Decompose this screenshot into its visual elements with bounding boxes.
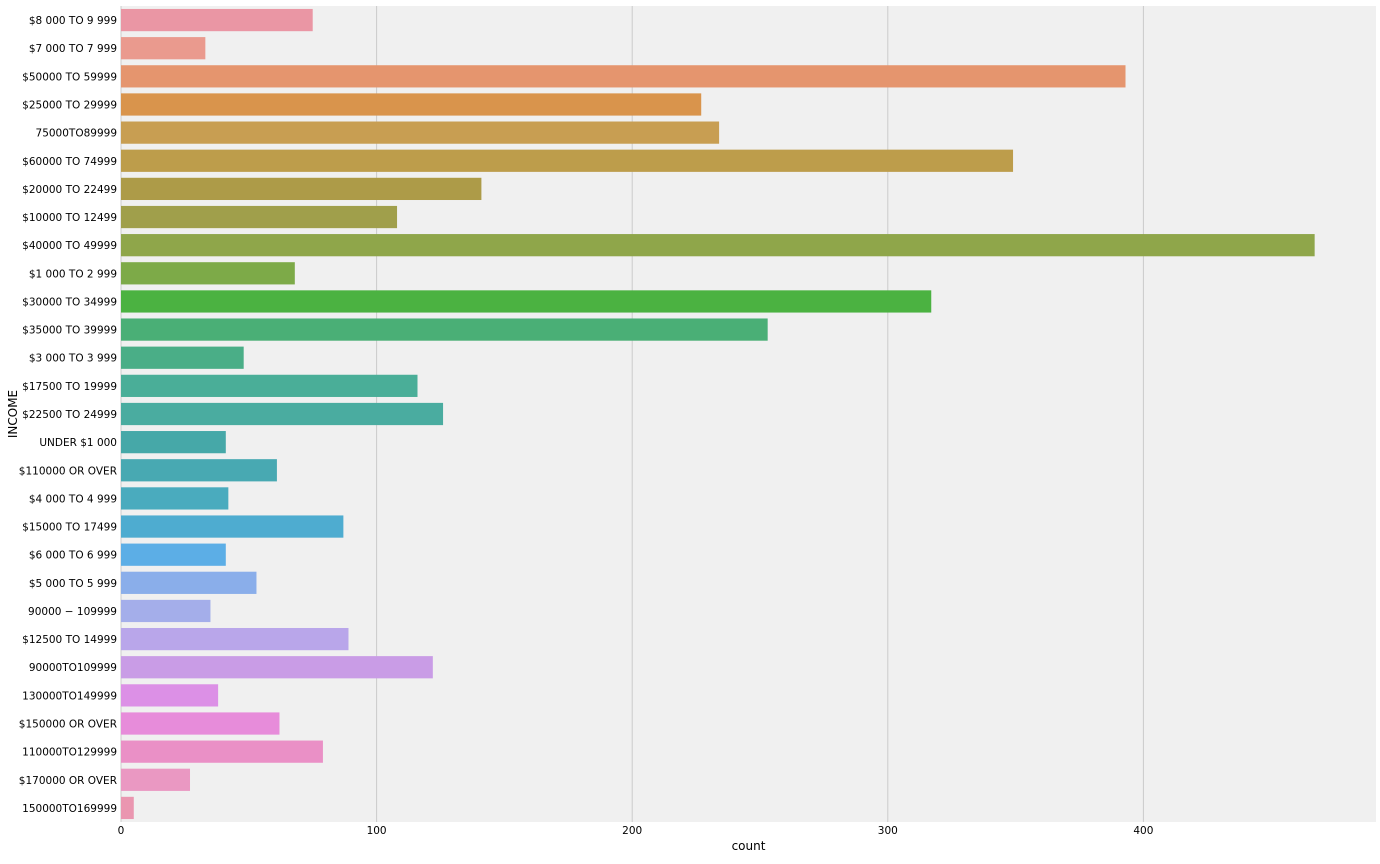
y-tick-label: 90000TO109999: [29, 662, 117, 674]
bar: [121, 402, 444, 426]
bars: [121, 8, 1315, 820]
bar: [121, 37, 206, 60]
y-tick-label: $22500 TO 24999: [22, 409, 117, 421]
bar: [121, 205, 398, 229]
y-tick-label: 130000TO149999: [22, 690, 117, 702]
bar: [121, 796, 134, 820]
y-tick-label: $1 000 TO 2 999: [29, 268, 117, 280]
bar: [121, 487, 229, 510]
y-tick-label: $20000 TO 22499: [22, 184, 117, 196]
y-tick-label: 150000TO169999: [22, 803, 117, 815]
bar: [121, 177, 482, 201]
bar: [121, 599, 211, 623]
y-tick-label: $10000 TO 12499: [22, 212, 117, 224]
x-tick-label: 300: [878, 825, 898, 837]
bar: [121, 93, 702, 116]
y-tick-label: $35000 TO 39999: [22, 325, 117, 337]
x-tick-label: 200: [622, 825, 642, 837]
bar: [121, 656, 433, 679]
y-tick-label: $110000 OR OVER: [19, 465, 117, 477]
y-tick-label: 110000TO129999: [22, 747, 117, 759]
bar: [121, 571, 257, 594]
y-tick-label: $30000 TO 34999: [22, 296, 117, 308]
y-tick-label: $60000 TO 74999: [22, 156, 117, 168]
x-tick-labels: 0 100 200 300 400: [118, 825, 1154, 837]
y-tick-label: $25000 TO 29999: [22, 99, 117, 111]
bar: [121, 431, 226, 454]
x-tick-label: 0: [118, 825, 125, 837]
bar: [121, 8, 313, 32]
bar: [121, 684, 219, 707]
bar: [121, 515, 344, 538]
y-tick-label: $15000 TO 17499: [22, 522, 117, 534]
bar: [121, 459, 277, 482]
bar: [121, 712, 280, 735]
y-tick-label: $40000 TO 49999: [22, 240, 117, 252]
y-tick-label: 75000TO89999: [36, 128, 117, 140]
y-tick-label: $17500 TO 19999: [22, 381, 117, 393]
bar: [121, 346, 244, 369]
bar: [121, 627, 349, 651]
y-tick-label: $12500 TO 14999: [22, 634, 117, 646]
y-tick-label: $6 000 TO 6 999: [29, 550, 117, 562]
bar: [121, 740, 323, 763]
bar: [121, 290, 932, 313]
bar: [121, 543, 226, 566]
bar: [121, 768, 191, 791]
bar: [121, 318, 768, 341]
y-axis-title: INCOME: [6, 390, 20, 438]
y-tick-label: $7 000 TO 7 999: [29, 43, 117, 55]
bar: [121, 65, 1126, 88]
bar: [121, 121, 720, 144]
y-tick-label: $150000 OR OVER: [19, 719, 117, 731]
y-tick-label: $8 000 TO 9 999: [29, 15, 117, 27]
y-tick-label: $5 000 TO 5 999: [29, 578, 117, 590]
bar: [121, 149, 1014, 172]
y-tick-label: 90000 − 109999: [28, 606, 117, 618]
x-tick-label: 400: [1133, 825, 1153, 837]
x-tick-label: 100: [367, 825, 387, 837]
y-tick-label: $50000 TO 59999: [22, 71, 117, 83]
bar: [121, 262, 295, 285]
y-tick-label: $4 000 TO 4 999: [29, 493, 117, 505]
bar: [121, 234, 1315, 257]
y-tick-labels: $8 000 TO 9 999 $7 000 TO 7 999 $50000 TO …: [19, 15, 117, 815]
y-tick-label: $3 000 TO 3 999: [29, 353, 117, 365]
x-axis-title: count: [732, 839, 766, 853]
y-tick-label: UNDER $1 000: [39, 437, 117, 449]
bar: [121, 374, 418, 397]
y-tick-label: $170000 OR OVER: [19, 775, 117, 787]
